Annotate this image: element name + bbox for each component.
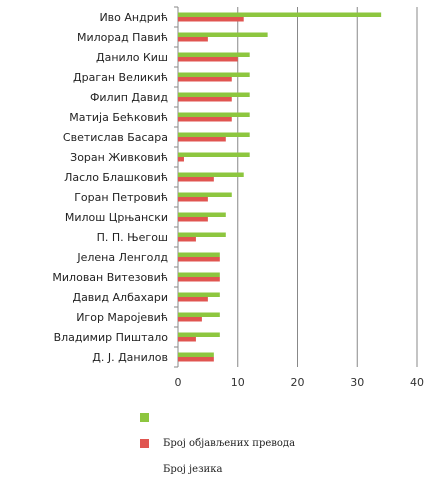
- category-label: Зоран Живковић: [70, 151, 168, 164]
- bar-red: [178, 17, 244, 22]
- bar-green: [178, 232, 226, 237]
- category-label: Игор Маројевић: [76, 311, 168, 324]
- bar-red: [178, 337, 196, 342]
- category-label: Милош Црњански: [65, 211, 168, 224]
- category-label: Матија Бећковић: [69, 111, 168, 124]
- bar-red: [178, 237, 196, 242]
- category-label: Ласло Блашковић: [64, 171, 168, 184]
- bar-red: [178, 217, 208, 222]
- bar-green: [178, 332, 220, 337]
- bar-red: [178, 137, 226, 142]
- bar-green: [178, 252, 220, 257]
- category-label: Милован Витезовић: [52, 271, 168, 284]
- bar-green: [178, 72, 250, 77]
- bar-green: [178, 12, 382, 17]
- legend-label-3: Број језика: [163, 463, 223, 475]
- category-label: Филип Давид: [90, 91, 168, 104]
- legend: Број објављених превода Број језика: [140, 404, 295, 482]
- x-tick-label: 20: [291, 376, 305, 389]
- bar-red: [178, 157, 184, 162]
- bar-red: [178, 257, 220, 262]
- category-label: Давид Албахари: [72, 291, 168, 304]
- bar-green: [178, 192, 232, 197]
- bar-red: [178, 197, 208, 202]
- bar-green: [178, 352, 214, 357]
- category-label: Милорад Павић: [77, 31, 168, 44]
- category-label: Јелена Ленголд: [76, 251, 168, 264]
- bar-red: [178, 117, 232, 122]
- bar-green: [178, 52, 250, 57]
- x-tick-label: 40: [410, 376, 424, 389]
- category-label: Драган Великић: [73, 71, 168, 84]
- bar-red: [178, 77, 232, 82]
- category-label: Горан Петровић: [74, 191, 168, 204]
- bar-red: [178, 357, 214, 362]
- category-label: Владимир Пиштало: [54, 331, 169, 344]
- category-label: Д. Ј. Данилов: [92, 351, 168, 364]
- bar-green: [178, 292, 220, 297]
- bar-red: [178, 297, 208, 302]
- bar-chart: Иво Андрић Милорад Павић Данило Киш Драган …: [52, 6, 424, 389]
- legend-item-red: Број објављених превода: [140, 430, 295, 456]
- bar-red: [178, 97, 232, 102]
- bar-red: [178, 177, 214, 182]
- bar-green: [178, 32, 268, 37]
- bar-red: [178, 37, 208, 42]
- legend-swatch-red: [140, 438, 149, 448]
- legend-item-green: [140, 404, 295, 430]
- bar-green: [178, 312, 220, 317]
- category-label: Данило Киш: [96, 51, 168, 64]
- bar-green: [178, 152, 250, 157]
- x-tick-label: 30: [350, 376, 364, 389]
- bar-green: [178, 112, 250, 117]
- category-label: П. П. Његош: [97, 231, 168, 244]
- x-tick-label: 10: [231, 376, 245, 389]
- category-label: Светислав Басара: [63, 131, 168, 144]
- bar-red: [178, 57, 238, 62]
- category-label: Иво Андрић: [99, 11, 168, 24]
- bar-green: [178, 132, 250, 137]
- bar-green: [178, 172, 244, 177]
- legend-swatch-green: [140, 412, 149, 422]
- x-tick-label: 0: [175, 376, 182, 389]
- bar-green: [178, 272, 220, 277]
- legend-label-2: Број објављених превода: [163, 437, 296, 449]
- bar-red: [178, 317, 202, 322]
- bar-red: [178, 277, 220, 282]
- legend-item-text: Број језика: [140, 456, 295, 482]
- bar-green: [178, 212, 226, 217]
- bar-green: [178, 92, 250, 97]
